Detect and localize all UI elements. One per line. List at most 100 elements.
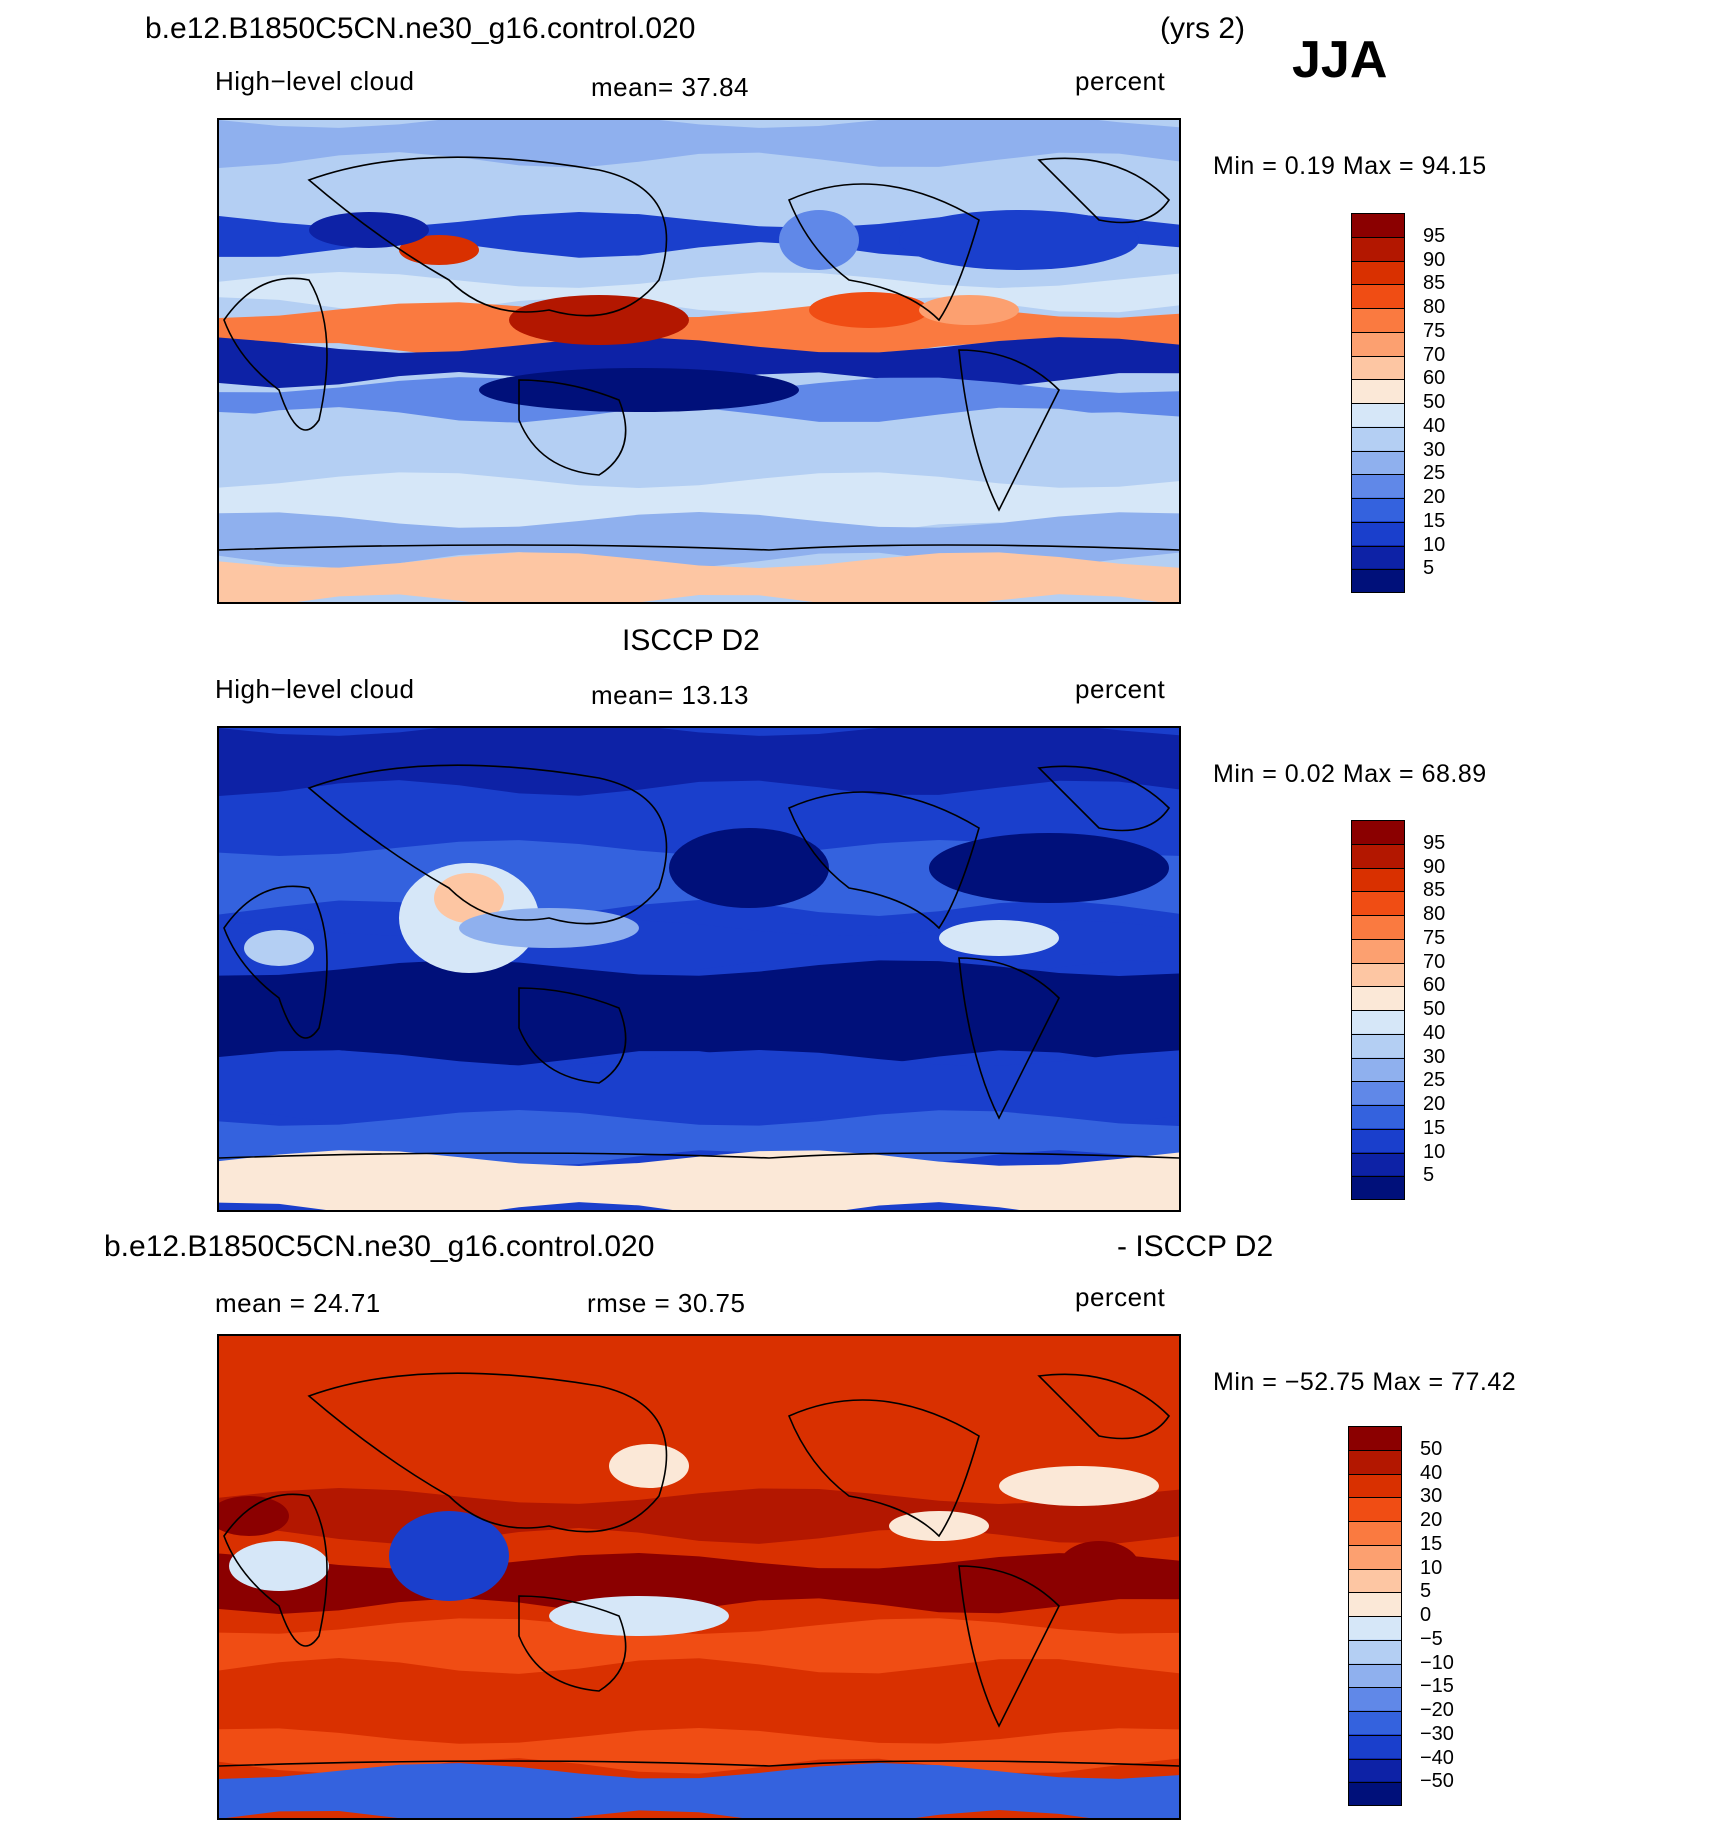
contour-band [219, 472, 1179, 538]
colorbar-divider [1351, 474, 1405, 476]
panel3-colorbar: 50 40 30 20 15 10 5 0 −5 −10 −15 −20 −30 −40 −50 [1348, 1426, 1468, 1806]
panel1-mean-label: mean= 37.84 [591, 72, 750, 102]
colorbar-divider [1351, 545, 1405, 547]
colorbar-tick-label: 80 [1423, 903, 1446, 925]
colorbar-divider [1351, 891, 1405, 893]
colorbar-divider [1351, 843, 1405, 845]
colorbar-tick-label: 15 [1420, 1532, 1443, 1555]
coastline [219, 544, 1179, 551]
contour-region [1059, 1541, 1139, 1591]
contour-region [389, 1511, 509, 1601]
panel2-map [217, 726, 1181, 1212]
contour-region [479, 368, 799, 412]
colorbar-divider [1348, 1521, 1402, 1522]
panel3-contour-map [219, 1336, 1179, 1818]
colorbar-tick-label: 75 [1423, 319, 1446, 342]
colorbar-tick-label: 50 [1420, 1437, 1443, 1460]
colorbar-tick-label: 20 [1423, 1093, 1446, 1115]
contour-region [219, 1496, 289, 1536]
contour-band [219, 1050, 1179, 1126]
contour-region [609, 1444, 689, 1488]
colorbar-tick-label: −5 [1420, 1627, 1443, 1650]
colorbar-tick-label: 5 [1423, 1164, 1435, 1187]
years-label: (yrs 2) [1160, 12, 1245, 45]
colorbar-tick-label: 85 [1423, 272, 1446, 295]
contour-region [889, 1511, 989, 1541]
colorbar-tick-label: 90 [1423, 855, 1446, 878]
colorbar-tick-label: 15 [1423, 509, 1446, 532]
colorbar-tick-label: 60 [1423, 974, 1446, 997]
colorbar-tick-label: 40 [1423, 1021, 1446, 1044]
colorbar-tick-label: 70 [1423, 950, 1446, 973]
contour-region [549, 1596, 729, 1636]
colorbar-tick-label: 25 [1423, 462, 1446, 485]
contour-band [219, 1150, 1179, 1210]
colorbar-divider [1348, 1782, 1402, 1784]
contour-band [219, 1110, 1179, 1166]
panel1-minmax: Min = 0.19 Max = 94.15 [1213, 152, 1487, 180]
coastline [223, 1493, 328, 1647]
panel1-variable-label: High−level cloud [215, 66, 415, 96]
contour-region [309, 212, 429, 248]
panel3-mean-label: mean = 24.71 [215, 1288, 381, 1318]
colorbar-divider [1351, 915, 1405, 916]
coastline [307, 156, 668, 317]
contour-region [809, 292, 929, 328]
colorbar-tick-label: 75 [1423, 926, 1446, 949]
colorbar-divider [1351, 498, 1405, 499]
coastline [223, 277, 328, 431]
panel2-units-label: percent [1075, 674, 1166, 704]
colorbar-tick-label: 40 [1420, 1461, 1443, 1484]
coastline [518, 987, 627, 1084]
contour-band [219, 1763, 1179, 1818]
contour-band [219, 552, 1179, 602]
panel1-units-label: percent [1075, 66, 1166, 96]
contour-region [459, 908, 639, 948]
colorbar-tick-label: 30 [1423, 1045, 1446, 1068]
colorbar-tick-label: 50 [1423, 998, 1446, 1020]
panel1-contour-map [219, 120, 1179, 602]
coastline [219, 1760, 1179, 1767]
contour-band [219, 337, 1179, 388]
coastline [1037, 765, 1171, 832]
colorbar-tick-label: 10 [1420, 1556, 1443, 1579]
colorbar-tick-label: 95 [1423, 831, 1446, 854]
coastline [1037, 157, 1171, 224]
contour-band [219, 1728, 1179, 1774]
colorbar-divider [1351, 962, 1405, 964]
colorbar-divider [1351, 1081, 1405, 1083]
colorbar-tick-label: 95 [1423, 224, 1446, 247]
panel2-title: ISCCP D2 [622, 624, 760, 657]
contour-region [999, 1466, 1159, 1506]
panel1-case-title: b.e12.B1850C5CN.ne30_g16.control.020 [145, 12, 696, 45]
panel2-colorbar: 95 90 85 80 75 70 60 50 40 30 25 20 15 10 5 [1351, 820, 1471, 1200]
coastline [958, 1565, 1060, 1728]
colorbar-divider [1351, 1010, 1405, 1011]
panel3-minmax: Min = −52.75 Max = 77.42 [1213, 1368, 1517, 1396]
colorbar-divider [1351, 1152, 1405, 1154]
coastline [787, 1399, 980, 1538]
colorbar-tick-label: 5 [1420, 1580, 1432, 1603]
colorbar-divider [1348, 1639, 1402, 1641]
colorbar-tick-label: −20 [1420, 1699, 1454, 1721]
colorbar-tick-label: 70 [1423, 343, 1446, 366]
colorbar-divider [1351, 1033, 1405, 1035]
panel1-map [217, 118, 1181, 604]
colorbar-divider [1351, 331, 1405, 333]
contour-region [899, 210, 1139, 270]
colorbar-divider [1351, 426, 1405, 428]
colorbar-divider [1351, 260, 1405, 262]
colorbar-divider [1348, 1497, 1402, 1499]
contour-band [219, 1336, 1179, 1384]
colorbar-divider [1348, 1568, 1402, 1570]
coastline [958, 349, 1060, 512]
coastline [787, 791, 980, 930]
colorbar-divider [1348, 1711, 1402, 1712]
colorbar-tick-label: −15 [1420, 1675, 1454, 1698]
colorbar-tick-label: 10 [1423, 533, 1446, 556]
coastline [787, 183, 980, 322]
colorbar-divider [1351, 450, 1405, 452]
contour-region [939, 920, 1059, 956]
colorbar-tick-label: 20 [1423, 486, 1446, 508]
contour-region [779, 210, 859, 270]
